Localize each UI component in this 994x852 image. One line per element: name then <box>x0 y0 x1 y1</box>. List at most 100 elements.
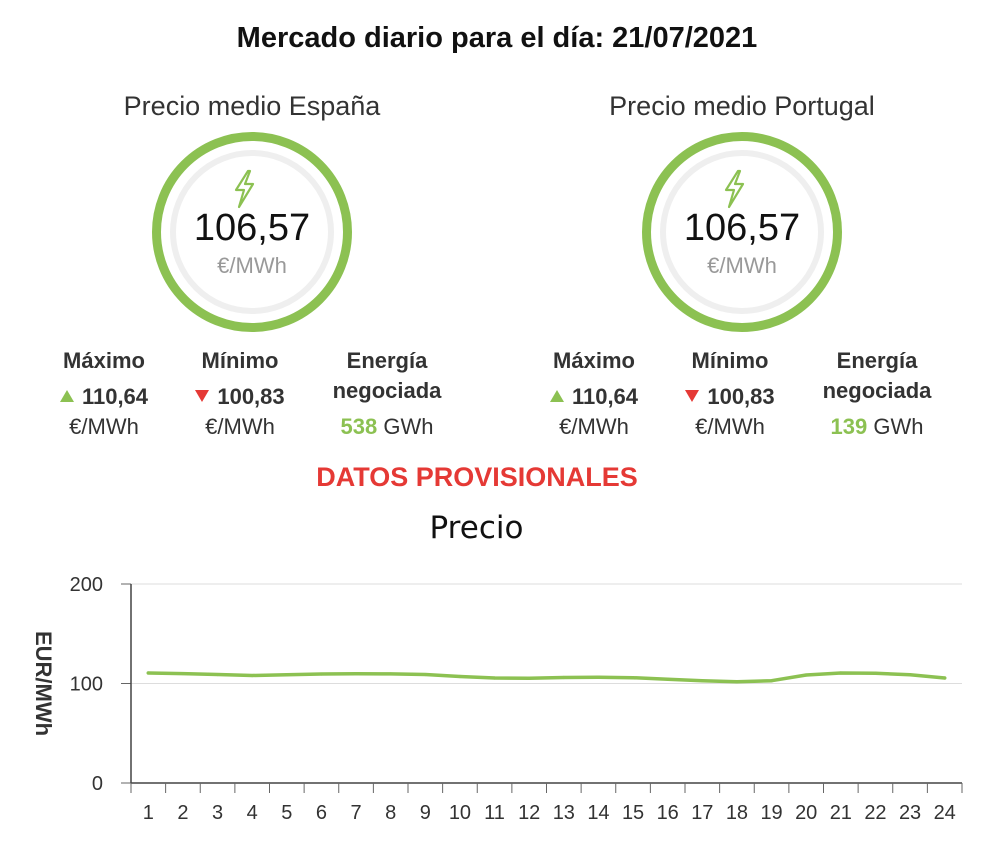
y-tick-label: 200 <box>70 574 103 596</box>
data-point <box>458 674 462 679</box>
min-value: 100,83 <box>217 384 285 409</box>
portugal-average-unit: €/MWh <box>707 253 777 278</box>
min-value-row: 100,83 <box>670 382 790 412</box>
spain-max-stat: Máximo 110,64 €/MWh <box>44 346 164 442</box>
min-value-row: 100,83 <box>180 382 300 412</box>
data-point <box>250 673 254 678</box>
triangle-up-icon <box>59 390 74 402</box>
page-title: Mercado diario para el día: 21/07/2021 <box>236 22 758 54</box>
max-unit: €/MWh <box>69 414 139 439</box>
data-point <box>285 673 289 677</box>
data-point <box>769 679 774 683</box>
energy-unit: GWh <box>873 414 924 439</box>
x-tick-label: 19 <box>760 802 782 824</box>
x-tick-label: 8 <box>385 802 396 824</box>
x-tick-label: 15 <box>622 802 644 824</box>
data-point <box>596 675 601 679</box>
data-point <box>804 673 808 677</box>
energy-value: 139 <box>830 414 868 439</box>
x-tick-label: 4 <box>247 802 258 824</box>
spain-price-gauge: 106,57 €/MWh <box>152 132 352 332</box>
portugal-stats: Máximo 110,64 €/MWh Mínimo 100,83 €/MWh … <box>512 346 972 446</box>
min-unit: €/MWh <box>695 414 765 439</box>
series-line <box>146 671 947 684</box>
energy-value: 538 <box>340 414 378 439</box>
lightning-bolt-icon <box>234 169 255 209</box>
portugal-panel: Precio medio Portugal 106,57 €/MWh Máxim… <box>512 88 972 446</box>
x-tick-label: 18 <box>726 802 748 824</box>
data-point <box>839 671 843 675</box>
x-tick-label: 9 <box>420 802 431 824</box>
x-tick-label: 6 <box>316 802 327 824</box>
x-tick-label: 16 <box>657 802 679 824</box>
data-point <box>423 672 427 677</box>
energy-label-2: negociada <box>332 378 442 403</box>
energy-value-row: 538 GWh <box>312 412 462 442</box>
chart-title: Precio <box>430 510 524 546</box>
data-point <box>354 672 358 676</box>
spain-average-price: 106,57 <box>193 207 311 249</box>
max-unit: €/MWh <box>559 414 629 439</box>
data-point <box>562 675 566 680</box>
triangle-down-icon <box>195 390 210 402</box>
x-tick-label: 22 <box>864 802 886 824</box>
data-point <box>389 672 393 676</box>
x-tick-label: 10 <box>449 802 471 824</box>
data-point <box>146 671 150 675</box>
max-value: 110,64 <box>81 384 149 409</box>
x-tick-label: 21 <box>830 802 852 824</box>
energy-label-1: Energía <box>346 348 428 373</box>
spain-stats: Máximo 110,64 €/MWh Mínimo 100,83 €/MWh … <box>22 346 482 446</box>
x-tick-label: 23 <box>899 802 921 824</box>
x-tick-label: 17 <box>691 802 713 824</box>
portugal-energy-stat: Energía negociada 139 GWh <box>802 346 952 442</box>
data-point <box>735 680 739 684</box>
data-point <box>215 672 220 677</box>
x-tick-label: 24 <box>934 802 956 824</box>
data-point <box>700 679 704 683</box>
portugal-price-gauge: 106,57 €/MWh <box>642 132 842 332</box>
portugal-average-price: 106,57 <box>683 207 801 249</box>
min-value: 100,83 <box>707 384 775 409</box>
energy-value-row: 139 GWh <box>802 412 952 442</box>
data-point <box>666 677 670 681</box>
gauge-inner-ring <box>660 150 824 314</box>
x-tick-label: 2 <box>177 802 188 824</box>
triangle-down-icon <box>685 390 700 402</box>
triangle-up-icon <box>549 390 564 402</box>
min-label: Mínimo <box>201 348 279 373</box>
x-tick-label: 14 <box>587 802 609 824</box>
data-point <box>873 671 878 675</box>
x-tick-label: 13 <box>553 802 575 824</box>
max-label: Máximo <box>63 348 145 373</box>
x-tick-label: 11 <box>484 802 505 824</box>
energy-label-1: Energía <box>836 348 918 373</box>
x-tick-label: 3 <box>212 802 223 824</box>
min-label: Mínimo <box>691 348 769 373</box>
energy-label-2: negociada <box>822 378 932 403</box>
x-tick-label: 12 <box>518 802 540 824</box>
x-tick-label: 1 <box>143 802 154 824</box>
max-value-row: 110,64 <box>534 382 654 412</box>
min-unit: €/MWh <box>205 414 275 439</box>
y-tick-label: 100 <box>70 674 103 696</box>
lightning-bolt-icon <box>724 169 745 209</box>
spain-heading: Precio medio España <box>123 91 381 121</box>
energy-unit: GWh <box>383 414 434 439</box>
max-value: 110,64 <box>571 384 639 409</box>
x-tick-label: 20 <box>795 802 817 824</box>
data-point <box>631 676 635 680</box>
data-point <box>943 676 947 680</box>
max-label: Máximo <box>553 348 635 373</box>
gauge-inner-ring <box>170 150 334 314</box>
data-point <box>492 676 497 680</box>
spain-average-unit: €/MWh <box>217 253 287 278</box>
data-point <box>527 676 531 680</box>
max-value-row: 110,64 <box>44 382 164 412</box>
portugal-max-stat: Máximo 110,64 €/MWh <box>534 346 654 442</box>
data-point <box>319 672 324 676</box>
provisional-data-notice: DATOS PROVISIONALES <box>316 462 638 492</box>
y-axis-label: EUR/MWh <box>31 631 56 736</box>
data-point <box>908 673 912 677</box>
